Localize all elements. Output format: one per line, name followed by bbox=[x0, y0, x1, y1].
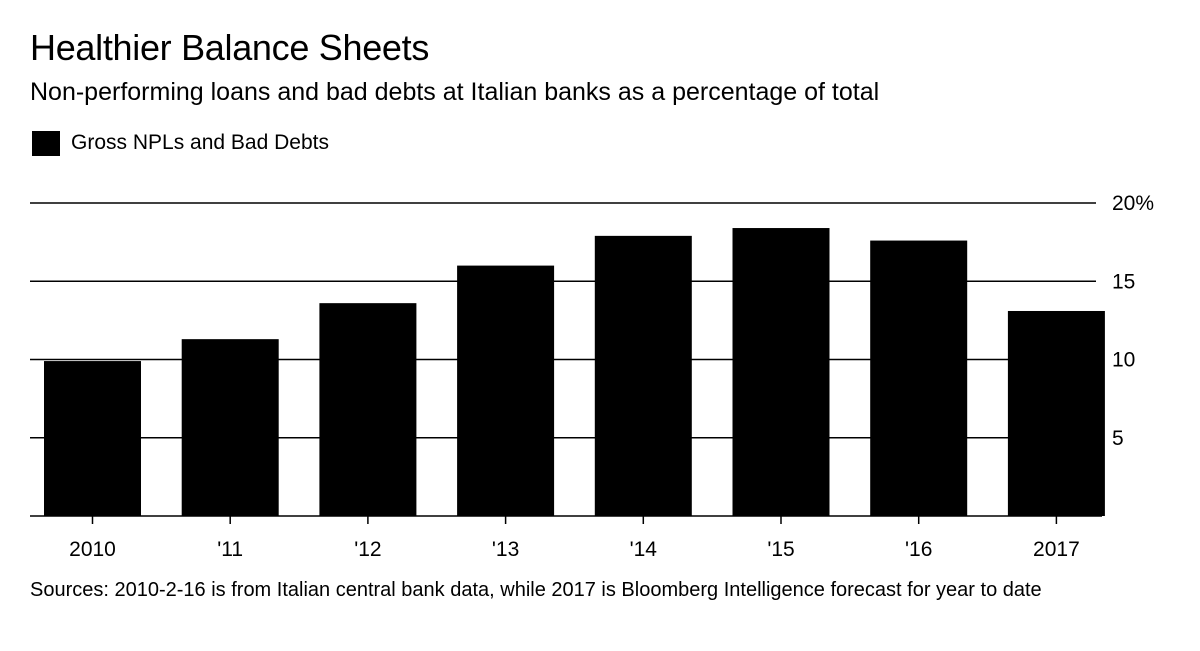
y-tick-label: 10 bbox=[1112, 349, 1135, 372]
x-tick-label: 2017 bbox=[1033, 538, 1080, 561]
bar-2 bbox=[319, 303, 417, 516]
source-note: Sources: 2010-2-16 is from Italian centr… bbox=[30, 579, 1042, 601]
bars bbox=[44, 228, 1105, 517]
x-tick-label: 2010 bbox=[69, 538, 116, 561]
bar-7 bbox=[1007, 310, 1105, 516]
x-tick-label: '15 bbox=[767, 538, 794, 561]
x-tick-label: '11 bbox=[217, 538, 243, 561]
legend-label: Gross NPLs and Bad Debts bbox=[71, 131, 329, 154]
bar-3 bbox=[457, 265, 555, 516]
bar-1 bbox=[181, 339, 279, 516]
chart-title: Healthier Balance Sheets bbox=[30, 27, 430, 68]
y-axis-ticks: 5 10 15 20% bbox=[1112, 192, 1154, 450]
x-tick-label: '13 bbox=[492, 538, 519, 561]
bar-5 bbox=[732, 228, 830, 517]
y-tick-label: 20% bbox=[1112, 192, 1154, 215]
bar-chart: 5 10 15 20% 2010 '11 '12 '13 '14 '15 '16 2017 bbox=[30, 192, 1154, 561]
bar-6 bbox=[870, 240, 968, 516]
chart-subtitle: Non-performing loans and bad debts at It… bbox=[30, 78, 880, 106]
bar-0 bbox=[44, 361, 141, 516]
y-tick-label: 5 bbox=[1112, 427, 1124, 450]
x-tick-label: '12 bbox=[354, 538, 381, 561]
y-tick-label: 15 bbox=[1112, 270, 1135, 293]
legend-swatch bbox=[32, 130, 60, 156]
x-tick-label: '14 bbox=[630, 538, 658, 561]
legend: Gross NPLs and Bad Debts bbox=[32, 129, 329, 157]
x-tick-label: '16 bbox=[905, 538, 932, 561]
x-axis-ticks: 2010 '11 '12 '13 '14 '15 '16 2017 bbox=[69, 516, 1080, 561]
bar-4 bbox=[594, 235, 692, 517]
